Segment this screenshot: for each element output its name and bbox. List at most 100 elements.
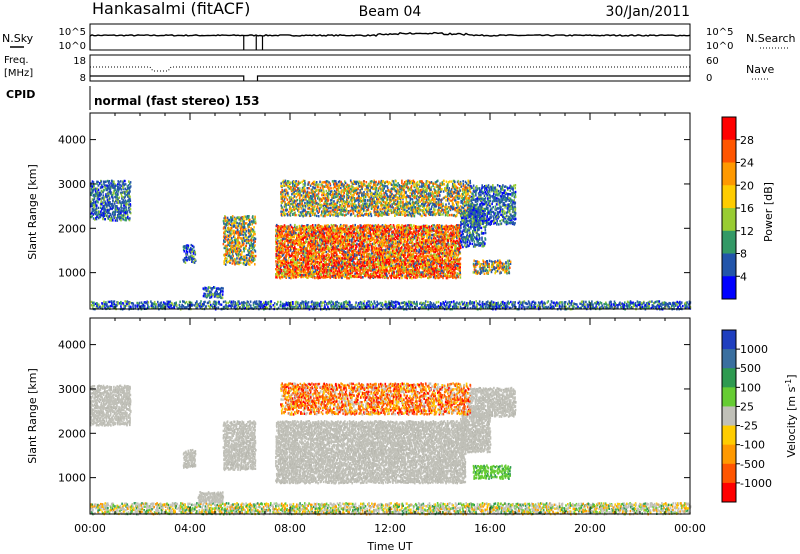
nave-trace (90, 76, 690, 81)
data-cell (97, 181, 99, 183)
data-cell (203, 287, 205, 289)
data-cell (350, 225, 352, 227)
data-cell (237, 239, 239, 241)
data-cell (317, 227, 319, 229)
data-cell (237, 250, 239, 252)
freq-right-tick-bottom: 0 (706, 73, 712, 84)
data-cell (285, 230, 287, 232)
data-cell (325, 261, 327, 263)
data-cell (100, 216, 102, 218)
data-cell (331, 300, 333, 302)
data-cell (254, 231, 256, 233)
noise-left-tick-bottom: 10^0 (59, 41, 86, 52)
data-cell (241, 301, 243, 303)
data-cell (387, 277, 389, 279)
data-cell (485, 305, 487, 307)
data-cell (373, 258, 375, 260)
data-cell (236, 222, 238, 224)
data-cell (321, 255, 323, 257)
data-cell (330, 277, 332, 279)
data-cell (359, 306, 361, 308)
data-cell (98, 189, 100, 191)
data-cell (377, 242, 379, 244)
data-cell (314, 227, 316, 229)
data-cell (235, 245, 237, 247)
data-cell (416, 303, 418, 305)
data-cell (290, 301, 292, 303)
data-cell (344, 237, 346, 239)
data-cell (227, 221, 229, 223)
data-cell (412, 305, 414, 307)
data-cell (104, 201, 106, 203)
data-cell (300, 240, 302, 242)
data-cell (307, 276, 309, 278)
data-cell (560, 301, 562, 303)
data-cell (103, 189, 105, 191)
data-cell (427, 301, 429, 303)
data-cell (541, 301, 543, 303)
data-cell (184, 245, 186, 247)
data-cell (375, 245, 377, 247)
data-cell (144, 305, 146, 307)
data-cell (376, 236, 378, 238)
data-cell (161, 301, 163, 303)
data-cell (571, 300, 573, 302)
data-cell (547, 306, 549, 308)
data-cell (538, 301, 540, 303)
data-cell (224, 241, 226, 243)
data-cell (231, 301, 233, 303)
noise-right-label: N.Search (746, 32, 796, 45)
data-cell (588, 304, 590, 306)
data-cell (344, 301, 346, 303)
data-cell (122, 302, 124, 304)
data-cell (311, 300, 313, 302)
data-cell (130, 181, 132, 183)
data-cell (106, 303, 108, 305)
data-cell (125, 188, 127, 190)
data-cell (391, 301, 393, 303)
data-cell (245, 248, 247, 250)
data-cell (194, 259, 196, 261)
data-cell (375, 231, 377, 233)
data-cell (254, 306, 256, 308)
data-cell (274, 302, 276, 304)
data-cell (360, 231, 362, 233)
data-cell (135, 305, 137, 307)
data-cell (409, 306, 411, 308)
data-cell (340, 241, 342, 243)
data-cell (333, 224, 335, 226)
data-cell (355, 301, 357, 303)
data-cell (386, 259, 388, 261)
data-cell (186, 301, 188, 303)
data-cell (117, 193, 119, 195)
data-cell (380, 302, 382, 304)
data-cell (124, 207, 126, 209)
data-cell (395, 304, 397, 306)
data-cell (129, 301, 131, 303)
data-cell (96, 211, 98, 213)
data-cell (377, 275, 379, 277)
data-cell (375, 258, 377, 260)
data-cell (382, 304, 384, 306)
data-cell (372, 229, 374, 231)
data-cell (243, 247, 245, 249)
freq-left-unit: [MHz] (4, 68, 33, 79)
data-cell (425, 300, 427, 302)
data-cell (347, 302, 349, 304)
data-cell (166, 301, 168, 303)
data-cell (352, 275, 354, 277)
data-cell (327, 263, 329, 265)
data-cell (316, 239, 318, 241)
data-cell (323, 259, 325, 261)
data-cell (128, 209, 130, 211)
data-cell (248, 223, 250, 225)
noise-right-tick-top: 10^5 (706, 27, 733, 38)
data-cell (148, 301, 150, 303)
data-cell (125, 217, 127, 219)
data-cell (192, 258, 194, 260)
data-cell (241, 254, 243, 256)
data-cell (275, 229, 277, 231)
freq-left-label: Freq. (4, 55, 29, 66)
data-cell (125, 194, 127, 196)
data-cell (624, 304, 626, 306)
